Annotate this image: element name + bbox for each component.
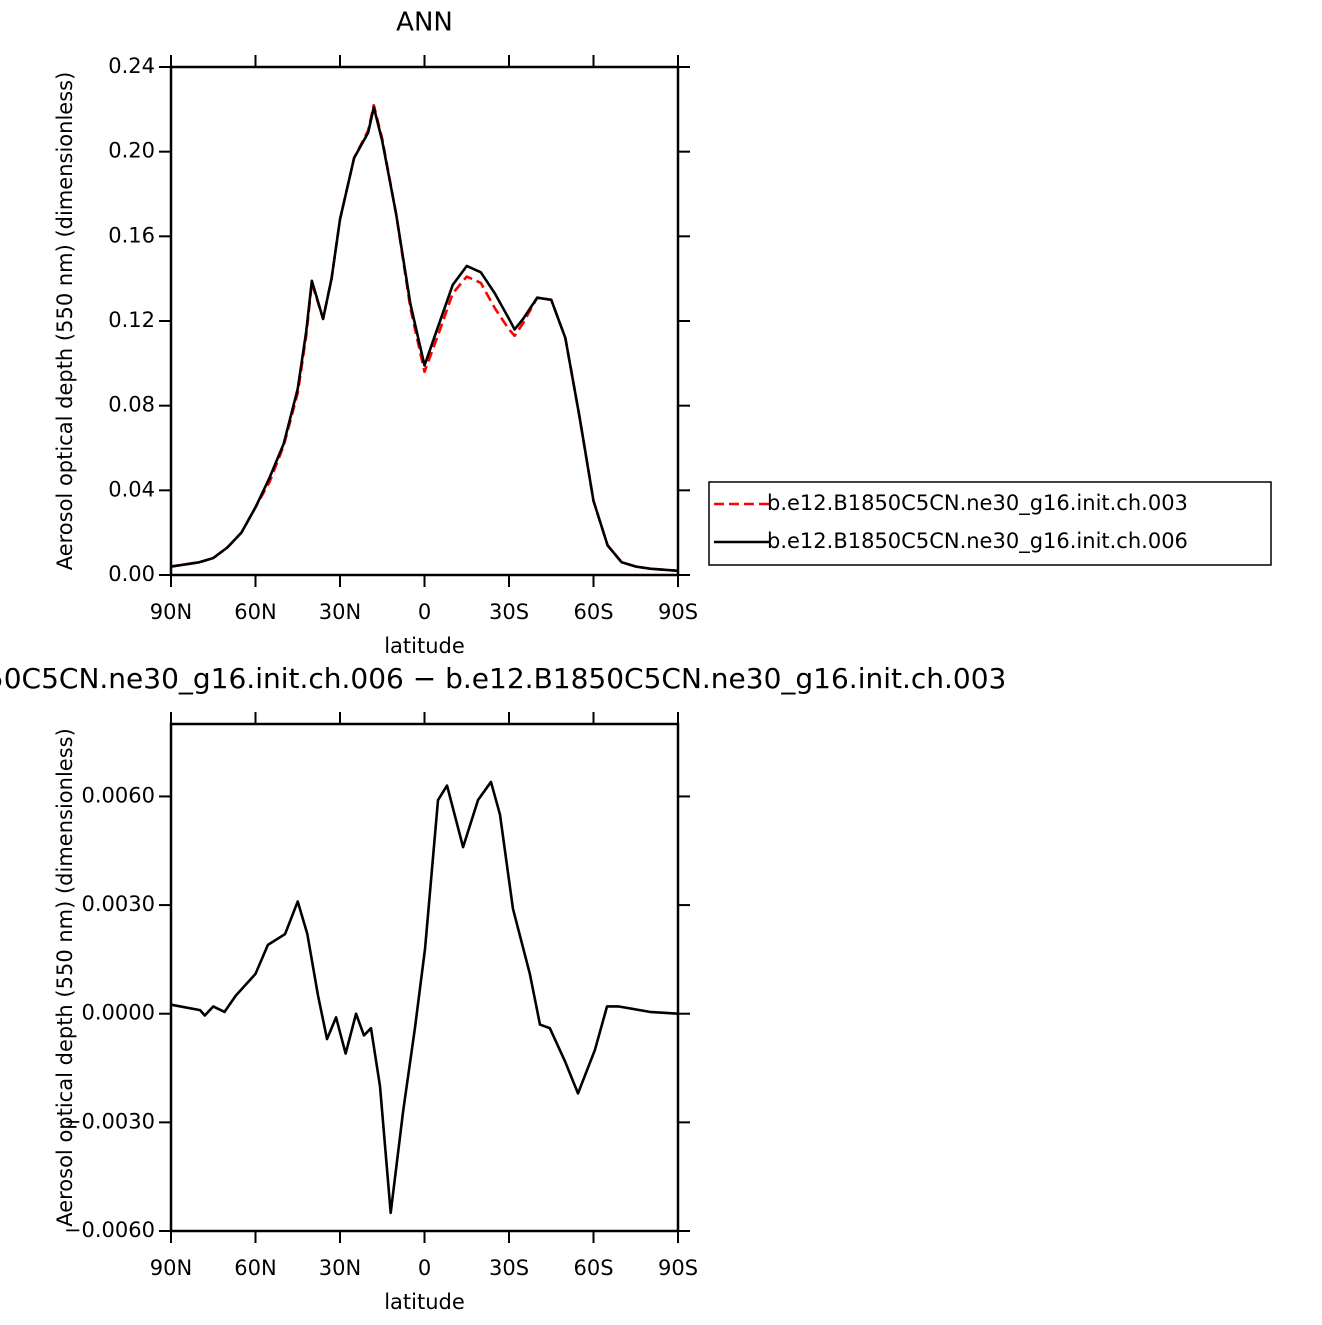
plot-frame: [169, 65, 680, 577]
x-tick-label: 30N: [319, 1256, 361, 1280]
x-tick-label: 30N: [319, 600, 361, 624]
y-axis-title: Aerosol optical depth (550 nm) (dimensio…: [53, 728, 77, 1227]
chart-title: ANN: [396, 8, 453, 38]
data-line: [170, 105, 679, 573]
y-tick-label: 0.16: [108, 223, 155, 247]
y-tick-label: 0.12: [108, 308, 155, 332]
y-axis-title: Aerosol optical depth (550 nm) (dimensio…: [53, 72, 77, 571]
x-tick-label: 60N: [234, 600, 276, 624]
x-tick-label: 60S: [573, 1256, 613, 1280]
legend-label: b.e12.B1850C5CN.ne30_g16.init.ch.006: [767, 529, 1188, 554]
y-tick-label: 0.04: [108, 477, 155, 501]
data-line: [170, 780, 679, 1215]
chart-title: b.e12.B1850C5CN.ne30_g16.init.ch.006 − b…: [0, 662, 1006, 695]
x-tick-label: 60S: [573, 600, 613, 624]
x-tick-label: 90N: [150, 1256, 192, 1280]
x-tick-label: 0: [418, 600, 431, 624]
y-tick-label: 0.0030: [82, 892, 155, 916]
y-tick-label: −0.0030: [64, 1109, 155, 1133]
y-tick-label: 0.00: [108, 562, 155, 586]
y-tick-label: 0.0000: [82, 1001, 155, 1025]
x-tick-label: 90S: [658, 1256, 698, 1280]
x-tick-label: 0: [418, 1256, 431, 1280]
legend-box: [708, 481, 1272, 566]
data-line: [170, 103, 679, 573]
y-tick-label: −0.0060: [64, 1218, 155, 1242]
x-tick-label: 60N: [234, 1256, 276, 1280]
x-axis-title: latitude: [384, 634, 465, 658]
y-tick-label: 0.20: [108, 139, 155, 163]
y-tick-label: 0.24: [108, 54, 155, 78]
y-tick-label: 0.08: [108, 393, 155, 417]
y-tick-label: 0.0060: [82, 783, 155, 807]
plot-frame: [169, 722, 680, 1233]
legend-label: b.e12.B1850C5CN.ne30_g16.init.ch.003: [767, 491, 1188, 516]
x-axis-title: latitude: [384, 1290, 465, 1314]
x-tick-label: 30S: [489, 1256, 529, 1280]
x-tick-label: 30S: [489, 600, 529, 624]
x-tick-label: 90N: [150, 600, 192, 624]
x-tick-label: 90S: [658, 600, 698, 624]
